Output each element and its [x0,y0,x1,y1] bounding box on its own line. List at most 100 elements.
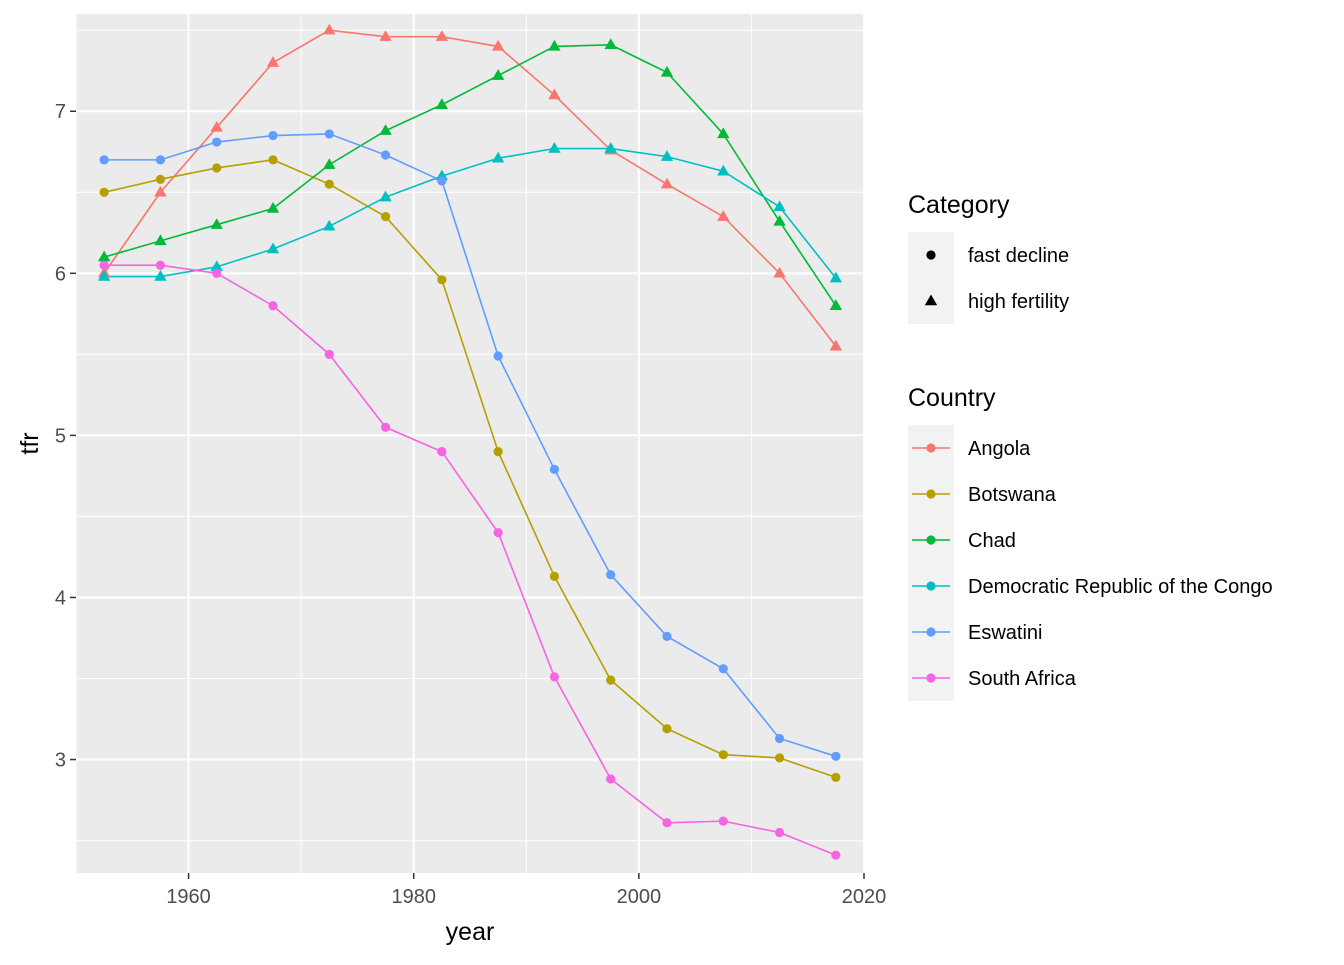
data-point-eswatini [380,150,391,160]
legend-label-democratic-republic-of-the-congo: Democratic Republic of the Congo [968,576,1273,598]
data-point-south-africa [606,774,616,784]
data-point-angola [435,30,449,41]
data-point-south-africa [380,422,391,432]
data-point-chad [97,250,111,262]
data-point-eswatini [662,631,672,641]
data-point-eswatini [718,664,728,674]
y-tick-label: 6 [55,263,66,285]
series-line-angola [103,29,837,347]
data-point-eswatini [549,464,560,475]
data-point-chad [604,38,617,50]
data-point-chad [717,127,730,139]
data-point-chad [210,218,223,229]
data-point-botswana [493,447,503,457]
data-point-botswana [662,724,672,734]
data-point-botswana [831,772,841,782]
legend-label-angola: Angola [968,438,1031,460]
plot-panel [76,14,864,873]
series-line-botswana [103,159,837,779]
data-point-angola [210,120,223,132]
x-tick-label: 1960 [166,886,211,908]
data-point-south-africa [774,827,785,838]
legend-label-fast-decline: fast decline [968,245,1069,267]
x-tick-label: 2000 [617,886,662,908]
category-legend-title: Category [908,191,1010,219]
data-point-botswana [99,187,109,197]
data-point-angola [266,56,280,67]
data-point-south-africa [324,349,334,359]
y-tick-label: 5 [55,425,66,447]
y-tick-label: 4 [55,587,66,609]
data-point-eswatini [774,733,785,744]
series-line-chad [103,43,837,307]
data-point-eswatini [212,137,222,147]
data-point-botswana [268,155,278,165]
data-point-angola [717,210,730,221]
data-point-chad [829,299,843,310]
data-point-chad [773,214,786,226]
data-point-democratic-republic-of-the-congo [323,219,336,231]
data-point-botswana [606,675,616,685]
data-point-angola [379,30,392,41]
data-point-chad [435,98,449,109]
data-point-botswana [718,750,728,760]
data-point-chad [660,65,674,77]
legend-key-fast-decline [926,250,936,260]
data-point-democratic-republic-of-the-congo [210,260,223,272]
data-point-democratic-republic-of-the-congo [829,271,843,283]
y-axis-title: tfr [16,432,44,454]
data-point-chad [379,124,392,135]
data-point-eswatini [324,129,334,139]
data-point-angola [548,88,561,100]
data-point-angola [773,266,786,278]
data-point-angola [829,339,843,351]
data-point-south-africa [268,301,278,311]
data-point-democratic-republic-of-the-congo [604,142,617,153]
data-point-eswatini [437,176,447,186]
legend-key-point-democratic-republic-of-the-congo [926,581,936,591]
y-tick-label: 3 [55,750,66,772]
data-point-democratic-republic-of-the-congo [379,190,392,202]
data-point-eswatini [99,155,109,165]
y-tick-label: 7 [55,101,66,123]
series-line-south-africa [104,264,837,856]
data-point-chad [154,234,167,246]
data-point-botswana [155,174,166,184]
series-line-eswatini [104,133,837,758]
data-point-botswana [324,179,334,189]
data-point-democratic-republic-of-the-congo [97,270,111,281]
data-point-botswana [380,211,391,222]
data-point-south-africa [493,528,503,538]
data-point-south-africa [718,816,728,826]
data-point-angola [660,177,674,189]
data-point-botswana [774,753,785,763]
x-axis-title: year [446,918,495,946]
data-point-democratic-republic-of-the-congo [548,142,561,153]
data-point-eswatini [831,751,841,761]
legend-label-high-fertility: high fertility [968,291,1069,313]
data-point-democratic-republic-of-the-congo [266,242,280,254]
data-point-eswatini [268,130,278,141]
country-legend-title: Country [908,384,996,412]
data-point-eswatini [493,351,503,361]
legend-label-botswana: Botswana [968,484,1057,506]
data-point-botswana [437,275,447,285]
data-point-eswatini [606,570,616,580]
x-tick-label: 2020 [842,886,887,908]
data-point-south-africa [662,818,672,828]
data-point-south-africa [549,672,560,682]
data-point-democratic-republic-of-the-congo [491,151,505,163]
legend-key-point-angola [926,443,936,453]
data-point-south-africa [831,850,841,860]
data-point-chad [266,201,280,213]
data-point-democratic-republic-of-the-congo [717,164,730,176]
series-line-democratic-republic-of-the-congo [104,147,837,279]
legend-key-point-eswatini [926,627,936,637]
legend-label-south-africa: South Africa [968,668,1077,690]
data-point-botswana [212,163,222,173]
data-point-south-africa [212,268,222,278]
data-point-south-africa [437,447,447,457]
data-point-eswatini [155,155,166,165]
